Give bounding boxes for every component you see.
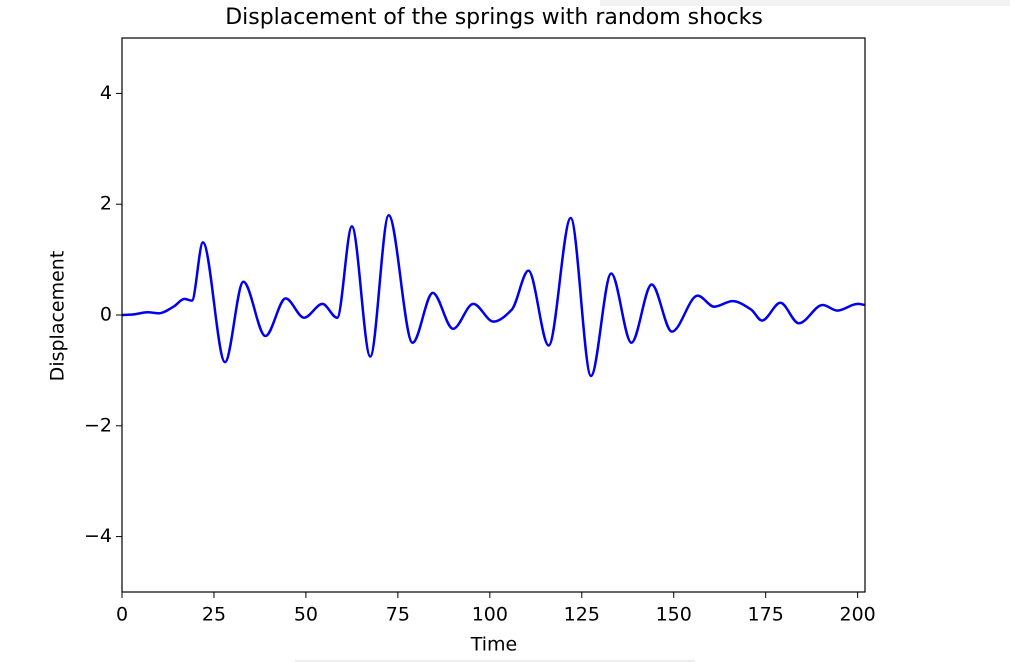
window-edge (600, 0, 1010, 6)
y-axis-label: Displacement (47, 251, 69, 382)
x-tick-label: 100 (472, 604, 508, 626)
plot-frame (121, 37, 866, 593)
y-tick-label: −4 (84, 525, 112, 547)
x-tick-label: 200 (840, 604, 876, 626)
y-tick-label: 0 (100, 304, 112, 326)
y-tick-label: −2 (84, 414, 112, 436)
x-tick-label: 150 (656, 604, 692, 626)
x-axis-label: Time (470, 634, 518, 656)
data-line (121, 214, 866, 378)
x-tick-label: 175 (748, 604, 784, 626)
y-tick-label: 4 (100, 82, 112, 104)
y-tick-label: 2 (100, 193, 112, 215)
x-tick-label: 50 (294, 604, 318, 626)
x-tick-label: 125 (564, 604, 600, 626)
x-tick-label: 75 (386, 604, 410, 626)
x-tick-label: 0 (116, 604, 128, 626)
chart-title: Displacement of the springs with random … (225, 5, 763, 30)
x-tick-label: 25 (202, 604, 226, 626)
